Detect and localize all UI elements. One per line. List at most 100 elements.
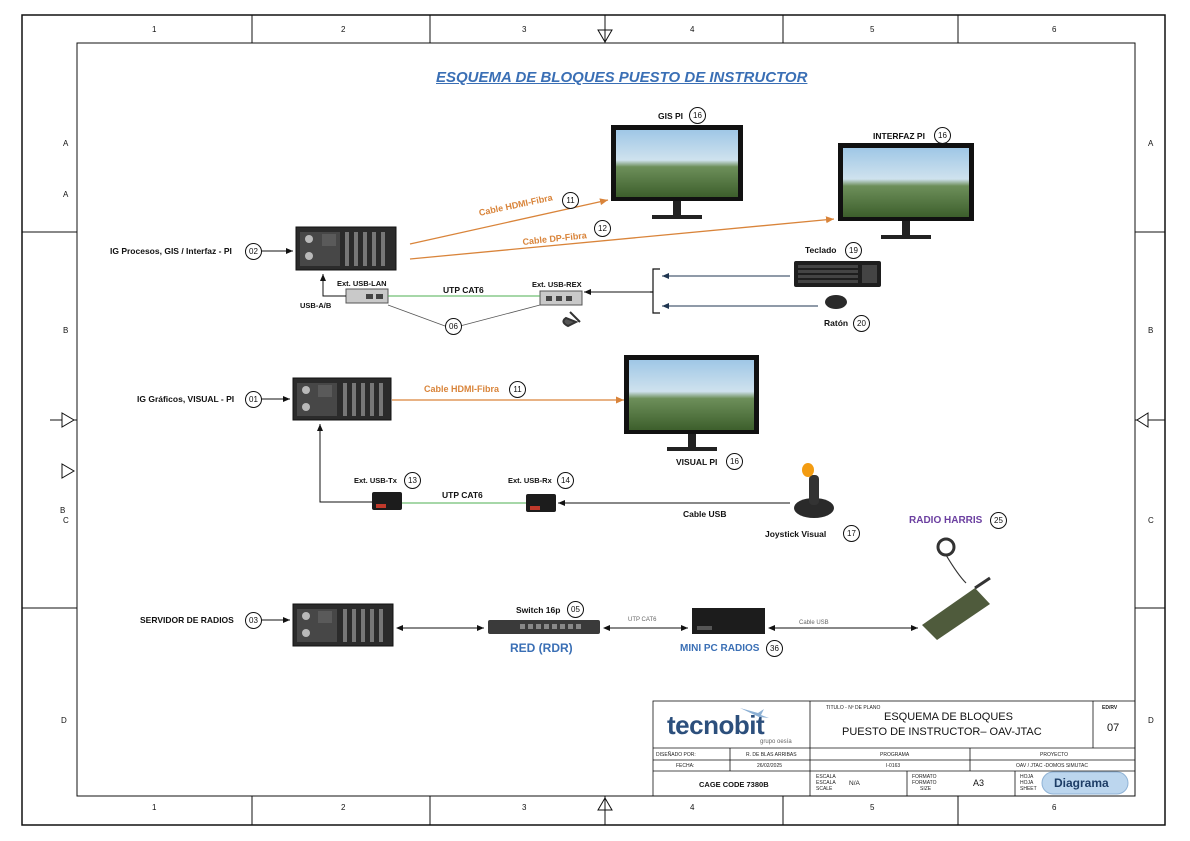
col-label-top-5: 5 [870,25,875,34]
hdmi-fibra-ref-2: 11 [509,381,526,398]
col-label-bottom-3: 3 [522,803,527,812]
diagrama-badge [1041,771,1129,795]
row-label-right-b: B [1148,326,1154,335]
row-label-left-b1: B [63,326,69,335]
formato-value: A3 [973,778,985,788]
hoja-caption-3: SHEET [1020,786,1037,792]
col-label-bottom-5: 5 [870,803,875,812]
cable-usb-small-label: Cable USB [799,620,829,626]
escala-caption-3: SCALE [816,786,833,792]
col-label-bottom-4: 4 [690,803,695,812]
titulo-line-2: PUESTO DE INSTRUCTOR– OAV-JTAC [842,726,1042,738]
input-bracket [650,268,660,314]
ext-usb-rx-label: Ext. USB-Rx [508,476,552,485]
servidor-ref: 03 [245,612,262,629]
escala-value: N/A [849,780,860,787]
escala-caption-2: ESCALA [816,780,836,786]
switch-label: Switch 16p [516,605,561,615]
switch-ref: 05 [567,601,584,618]
utp-cat6-label-2: UTP CAT6 [442,490,483,500]
outer-frame [21,14,1166,826]
row-label-left-b2: B [60,506,66,515]
radio-harris-device [922,537,991,640]
disenado-value: R. DE BLAS ARRIBAS [746,752,797,758]
joystick-ref: 17 [843,525,860,542]
usb-ab-label: USB-A/B [300,301,332,310]
utp-cat6-label-3: UTP CAT6 [628,617,657,623]
formato-caption-3: SIZE [920,786,932,792]
titulo-line-1: ESQUEMA DE BLOQUES [884,711,1013,723]
ig-graficos-label: IG Gráficos, VISUAL - PI [137,394,235,404]
hdmi-fibra-label-2: Cable HDMI-Fibra [424,384,500,394]
proyecto-value: OAV / JTAC -DOMOS SIMUTAC [1016,763,1088,769]
row-label-left-c: C [63,516,69,525]
col-label-bottom-1: 1 [152,803,157,812]
servidor-label: SERVIDOR DE RADIOS [140,615,234,625]
keyboard-device [794,261,881,287]
titulo-caption: TITULO - Nº DE PLANO [826,705,881,711]
hoja-caption-2: HOJA [1020,780,1034,786]
joystick-device [794,463,834,518]
row-label-left-d: D [61,716,67,725]
proyecto-caption: PROYECTO [1040,752,1068,758]
visual-pi-label: VISUAL PI [676,457,718,467]
edrv-caption: ED/RV [1102,705,1118,711]
ref-06: 06 [445,318,462,335]
fecha-caption: FECHA: [676,763,695,769]
title-block-frame [652,700,1136,797]
col-label-bottom-6: 6 [1052,803,1057,812]
cable-usb-label: Cable USB [683,509,727,519]
gis-pi-label: GIS PI [658,111,684,121]
row-label-right-d: D [1148,716,1154,725]
ig-procesos-ref: 02 [245,243,262,260]
ext-usb-lan-device [345,288,389,304]
center-mark-right [1136,412,1149,428]
logo-text: tecnobit [667,710,765,740]
logo-subtext: grupo oesía [760,739,792,745]
col-label-top-4: 4 [690,25,695,34]
raton-label: Ratón [824,318,849,328]
visual-pi-monitor [624,355,759,451]
joystick-label: Joystick Visual [765,529,827,539]
gis-pi-monitor [611,125,743,219]
raton-ref: 20 [853,315,870,332]
row-label-left-a1: A [63,139,69,148]
programa-caption: PROGRAMA [880,752,910,758]
ext-usb-rx-ref: 14 [557,472,574,489]
formato-caption-2: FORMATO [912,780,937,786]
col-label-top-2: 2 [341,25,346,34]
ig-procesos-workstation [295,226,397,271]
mouse-device [825,295,847,309]
programa-value: I-0163 [886,763,901,769]
row-label-right-c: C [1148,516,1154,525]
ext-usb-rx-device [526,494,556,512]
disenado-caption: DISEÑADO POR: [656,752,696,758]
power-adapter-icon [562,311,581,328]
col-label-top-6: 6 [1052,25,1057,34]
edrv-value: 07 [1107,722,1120,734]
hdmi-fibra-ref-1: 11 [562,192,579,209]
mini-pc-ref: 36 [766,640,783,657]
row-label-right-a: A [1148,139,1154,148]
ig-graficos-workstation [292,377,392,421]
teclado-label: Teclado [805,245,837,255]
servidor-radios-workstation [292,603,394,647]
ext-usb-lan-label: Ext. USB-LAN [337,279,387,288]
interfaz-pi-monitor [838,143,974,239]
mini-pc-device [692,608,765,634]
diagrama-badge-label[interactable]: Diagrama [1054,776,1109,790]
switch-device [488,620,600,634]
center-mark-left [61,412,75,428]
ext-usb-tx-label: Ext. USB-Tx [354,476,397,485]
inner-frame [76,42,1136,797]
ig-graficos-ref: 01 [245,391,262,408]
radio-harris-ref: 25 [990,512,1007,529]
utp-cat6-label-1: UTP CAT6 [443,285,484,295]
teclado-ref: 19 [845,242,862,259]
dp-fibra-ref: 12 [594,220,611,237]
row-label-left-a2: A [63,190,69,199]
gis-pi-ref: 16 [689,107,706,124]
cage-code: CAGE CODE 7380B [699,780,769,789]
ext-usb-rex-device [539,290,583,306]
ig-procesos-label: IG Procesos, GIS / Interfaz - PI [110,246,232,256]
